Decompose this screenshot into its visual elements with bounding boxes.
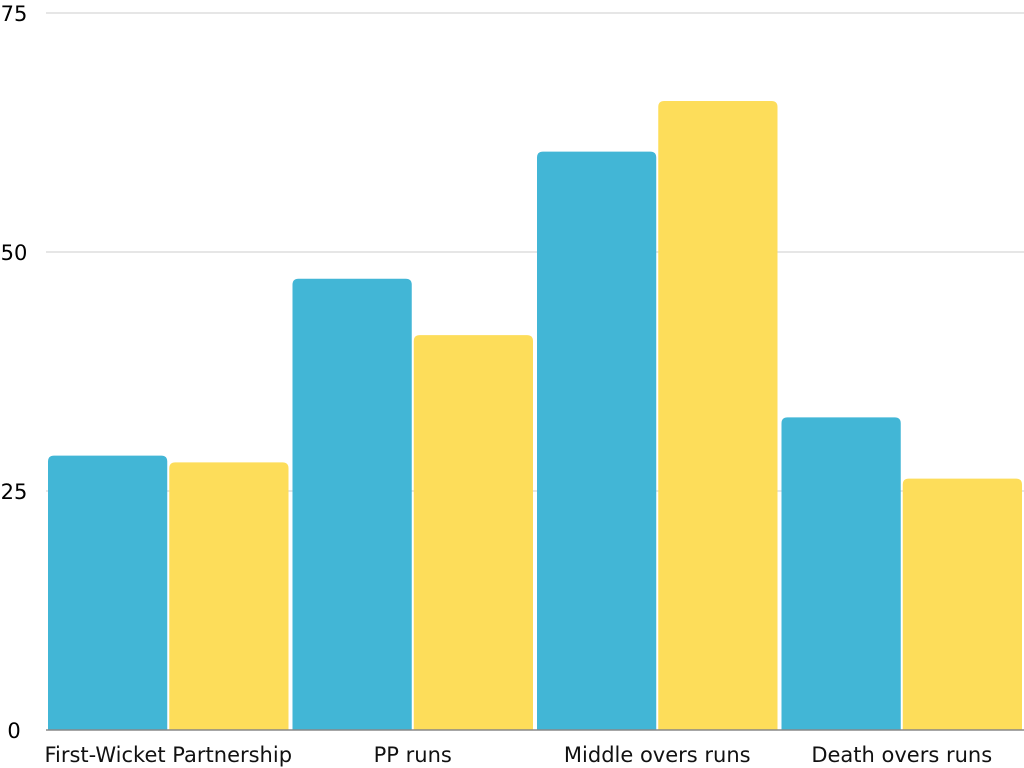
y-tick-label: 50 <box>1 241 28 265</box>
bar-series2-1 <box>413 335 533 730</box>
y-tick-labels: 0 25 50 75 <box>1 2 28 743</box>
bar-series2-2 <box>658 100 778 730</box>
category-label: Middle overs runs <box>564 743 751 767</box>
bar-series1-1 <box>292 278 412 730</box>
bar-series2-0 <box>169 462 289 730</box>
bar-series2-3 <box>902 478 1022 730</box>
category-label: Death overs runs <box>811 743 992 767</box>
bar-series1-0 <box>48 455 168 730</box>
category-labels: First-Wicket Partnership PP runs Middle ov… <box>44 743 992 767</box>
category-label: PP runs <box>374 743 452 767</box>
bar-series1-3 <box>781 417 901 730</box>
bars <box>48 100 1022 730</box>
y-tick-label: 25 <box>1 480 28 504</box>
bar-series1-2 <box>537 151 657 730</box>
category-label: First-Wicket Partnership <box>44 743 292 767</box>
y-tick-label: 0 <box>7 719 20 743</box>
y-tick-label: 75 <box>1 2 28 26</box>
